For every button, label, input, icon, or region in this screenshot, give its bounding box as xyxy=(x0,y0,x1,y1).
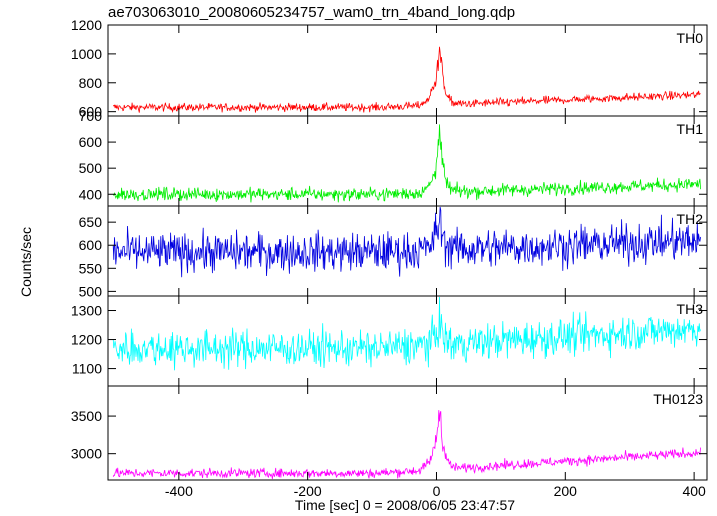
y-tick-label: 1300 xyxy=(71,303,102,319)
panel-label-th1: TH1 xyxy=(677,121,704,137)
y-tick-label: 1200 xyxy=(71,332,102,348)
panel-frame-th0123 xyxy=(107,385,708,481)
panel-label-th0: TH0 xyxy=(677,30,704,46)
y-tick-label: 400 xyxy=(79,186,103,202)
y-tick-label: 3000 xyxy=(71,446,102,462)
y-tick-label: 600 xyxy=(79,134,103,150)
y-tick-label: 500 xyxy=(79,160,103,176)
chart-title: ae703063010_20080605234757_wam0_trn_4ban… xyxy=(108,4,516,21)
y-tick-label: 1200 xyxy=(71,17,102,33)
panel-frame-th1 xyxy=(107,115,708,207)
y-tick-label: 800 xyxy=(79,75,103,91)
x-tick-label: 0 xyxy=(433,483,441,499)
series-line-th0 xyxy=(112,46,701,114)
series-line-th2 xyxy=(112,206,701,278)
panel-frame-th0 xyxy=(107,24,708,117)
x-tick-label: 400 xyxy=(682,483,706,499)
y-tick-label: 1000 xyxy=(71,46,102,62)
y-tick-label: 700 xyxy=(79,108,103,124)
panel-label-th0123: TH0123 xyxy=(653,391,703,407)
series-line-th0123 xyxy=(112,410,701,480)
panel-label-th2: TH2 xyxy=(677,211,704,227)
y-tick-label: 1100 xyxy=(72,361,102,377)
y-tick-label: 650 xyxy=(79,214,103,230)
y-tick-label: 550 xyxy=(79,260,103,276)
series-line-th3 xyxy=(112,296,701,371)
x-axis-label: Time [sec] 0 = 2008/06/05 23:47:57 xyxy=(294,497,516,513)
x-tick-label: -400 xyxy=(165,483,193,499)
y-tick-label: 600 xyxy=(79,104,103,120)
y-tick-label: 600 xyxy=(79,237,103,253)
y-tick-label: 500 xyxy=(79,283,103,299)
x-tick-label: -200 xyxy=(294,483,322,499)
series-line-th1 xyxy=(112,124,701,203)
panel-label-th3: TH3 xyxy=(677,301,704,317)
x-tick-label: 200 xyxy=(554,483,578,499)
y-tick-label: 3500 xyxy=(71,408,102,424)
